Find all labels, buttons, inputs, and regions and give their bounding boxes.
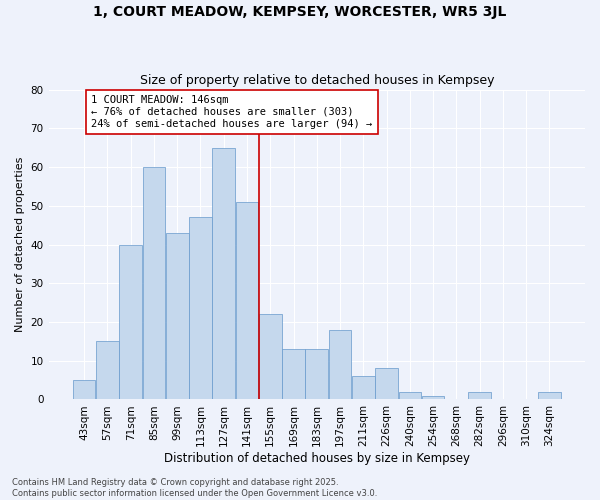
Bar	[236, 202, 258, 400]
Bar	[282, 349, 305, 400]
Text: Contains HM Land Registry data © Crown copyright and database right 2025.
Contai: Contains HM Land Registry data © Crown c…	[12, 478, 377, 498]
X-axis label: Distribution of detached houses by size in Kempsey: Distribution of detached houses by size …	[164, 452, 470, 465]
Y-axis label: Number of detached properties: Number of detached properties	[15, 157, 25, 332]
Bar	[212, 148, 235, 400]
Bar	[143, 167, 165, 400]
Bar	[538, 392, 560, 400]
Title: Size of property relative to detached houses in Kempsey: Size of property relative to detached ho…	[140, 74, 494, 87]
Bar	[352, 376, 374, 400]
Text: 1 COURT MEADOW: 146sqm
← 76% of detached houses are smaller (303)
24% of semi-de: 1 COURT MEADOW: 146sqm ← 76% of detached…	[91, 96, 373, 128]
Bar	[305, 349, 328, 400]
Bar	[73, 380, 95, 400]
Bar	[259, 314, 281, 400]
Bar	[329, 330, 352, 400]
Bar	[119, 244, 142, 400]
Bar	[422, 396, 445, 400]
Bar	[375, 368, 398, 400]
Bar	[189, 218, 212, 400]
Bar	[166, 233, 188, 400]
Text: 1, COURT MEADOW, KEMPSEY, WORCESTER, WR5 3JL: 1, COURT MEADOW, KEMPSEY, WORCESTER, WR5…	[94, 5, 506, 19]
Bar	[398, 392, 421, 400]
Bar	[96, 342, 119, 400]
Bar	[468, 392, 491, 400]
